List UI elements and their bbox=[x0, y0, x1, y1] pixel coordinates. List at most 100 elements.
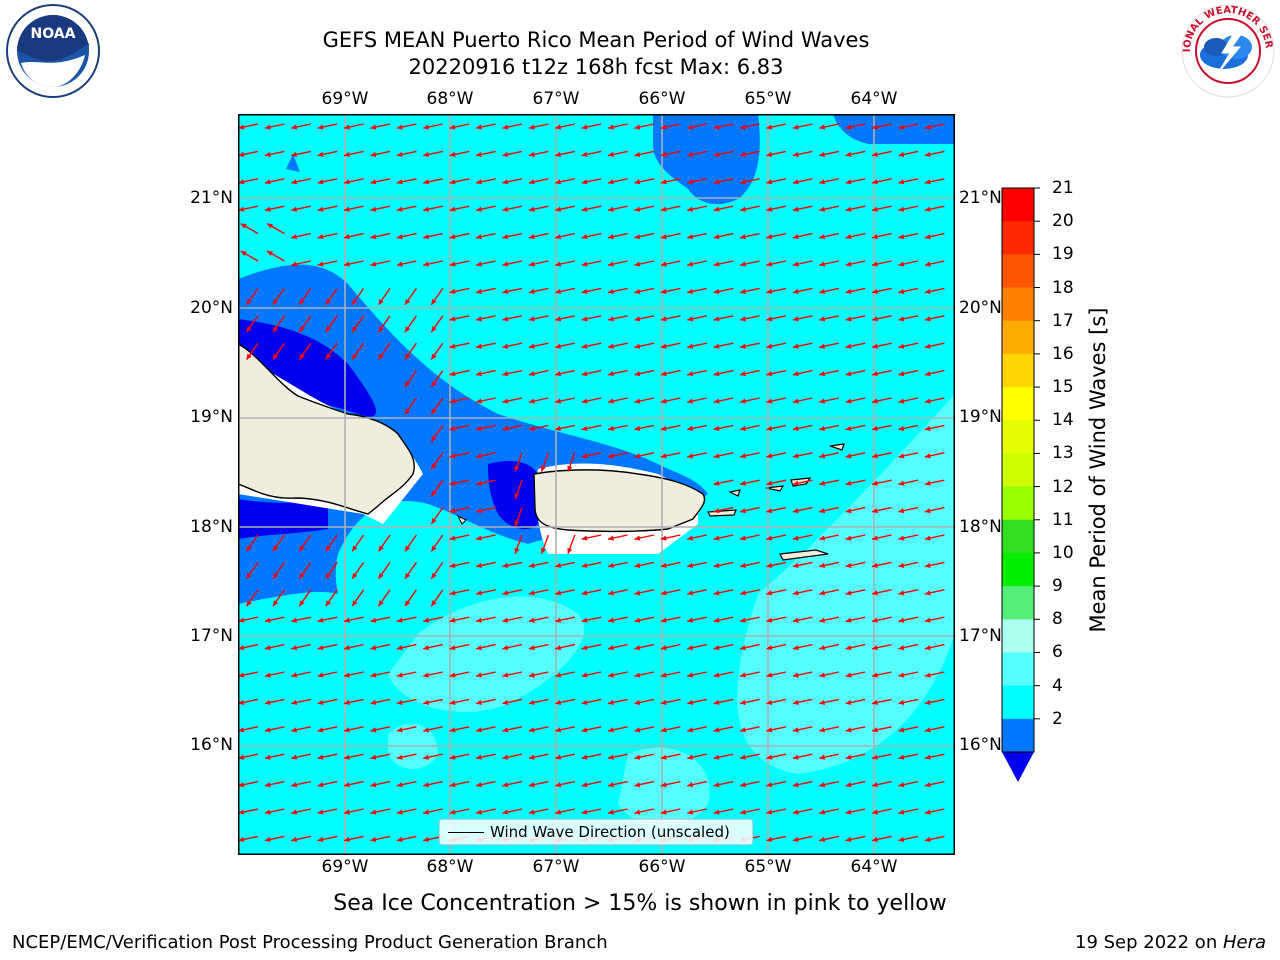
wind-arrow-head bbox=[581, 206, 588, 212]
wind-arrow-head bbox=[476, 508, 482, 514]
wind-arrow-head bbox=[872, 453, 878, 459]
wind-arrow-head bbox=[370, 261, 377, 267]
wind-arrow-head bbox=[687, 672, 694, 678]
wind-arrow-head bbox=[449, 754, 456, 760]
wind-arrow-head bbox=[898, 590, 905, 596]
colorbar-segment bbox=[1002, 254, 1034, 289]
wind-arrow-head bbox=[555, 754, 562, 760]
wind-arrow-head bbox=[299, 572, 305, 579]
wind-arrow-head bbox=[238, 782, 245, 788]
wind-arrow-head bbox=[766, 672, 773, 678]
wind-arrow-head bbox=[819, 206, 826, 212]
colorbar-label: 21 bbox=[1052, 178, 1074, 198]
wind-arrow-head bbox=[396, 645, 403, 651]
wind-arrow-head bbox=[370, 617, 377, 623]
lon-tick-top-67: 67°W bbox=[532, 89, 580, 109]
wind-arrow-head bbox=[528, 371, 535, 377]
colorbar-label: 4 bbox=[1052, 675, 1063, 696]
wind-arrow-head bbox=[872, 234, 878, 240]
wind-arrow-head bbox=[528, 727, 535, 733]
lat-tick-left-18: 18°N bbox=[190, 517, 233, 537]
wind-arrow-head bbox=[581, 590, 588, 596]
wind-arrow-head bbox=[476, 809, 482, 815]
wind-arrow-head bbox=[431, 545, 437, 552]
wind-arrow-head bbox=[449, 453, 456, 459]
wind-arrow-head bbox=[352, 572, 358, 579]
wind-arrow-head bbox=[792, 672, 799, 678]
light-cyan-patches bbox=[388, 394, 955, 827]
map-frame bbox=[238, 114, 955, 855]
wind-arrow-head bbox=[476, 590, 482, 596]
wind-arrow-head bbox=[528, 645, 535, 651]
colorbar-title: Mean Period of Wind Waves [s] bbox=[1086, 307, 1110, 633]
wind-arrow-head bbox=[528, 398, 535, 404]
wind-wave-arrows bbox=[238, 123, 945, 842]
wind-arrow-head bbox=[608, 453, 614, 459]
wind-arrow-head bbox=[792, 645, 799, 651]
wind-arrow-head bbox=[449, 425, 456, 431]
colorbar-label: 10 bbox=[1052, 542, 1074, 563]
lon-tick-bottom-65: 65°W bbox=[744, 857, 792, 877]
wind-arrow-head bbox=[608, 179, 614, 185]
wind-arrow-head bbox=[291, 727, 298, 733]
wind-arrow-head bbox=[317, 727, 324, 733]
wind-arrow-head bbox=[872, 617, 878, 623]
wind-arrow-head bbox=[740, 179, 746, 185]
wind-arrow-head bbox=[528, 151, 535, 157]
wind-arrow-head bbox=[740, 288, 746, 294]
wind-arrow-head bbox=[766, 480, 773, 486]
wind-arrow-head bbox=[317, 782, 324, 788]
wind-arrow-head bbox=[246, 298, 252, 305]
wind-arrow-head bbox=[872, 645, 878, 651]
wind-arrow-head bbox=[740, 699, 746, 705]
wind-arrow-head bbox=[449, 206, 456, 212]
map-legend: Wind Wave Direction (unscaled) bbox=[439, 819, 753, 845]
wind-arrow-head bbox=[740, 672, 746, 678]
wind-arrow-head bbox=[660, 535, 667, 541]
wind-arrow-head bbox=[819, 699, 826, 705]
wind-arrow-head bbox=[344, 699, 350, 705]
wind-arrow-head bbox=[317, 836, 324, 842]
wind-arrow-head bbox=[792, 288, 799, 294]
wind-arrow-head bbox=[344, 782, 350, 788]
wind-arrow-head bbox=[264, 754, 271, 760]
wind-arrow-head bbox=[713, 480, 720, 486]
wind-arrow-head bbox=[325, 572, 331, 579]
wind-arrow-head bbox=[819, 179, 826, 185]
wind-arrow-head bbox=[581, 316, 588, 322]
wind-arrow-head bbox=[713, 672, 720, 678]
wind-arrow-head bbox=[238, 206, 245, 212]
wind-arrow-head bbox=[449, 590, 456, 596]
wind-arrow-head bbox=[431, 326, 437, 333]
wind-arrow-head bbox=[740, 617, 746, 623]
wind-arrow-head bbox=[687, 699, 694, 705]
wind-arrow-head bbox=[845, 124, 852, 130]
wind-arrow-head bbox=[766, 508, 773, 514]
wind-arrow-head bbox=[819, 343, 826, 349]
wind-arrow-head bbox=[370, 234, 377, 240]
wind-arrow-head bbox=[766, 453, 773, 459]
wind-arrow-head bbox=[766, 151, 773, 157]
wind-arrow-head bbox=[819, 316, 826, 322]
colorbar-label: 11 bbox=[1052, 509, 1074, 530]
colorbar-label: 12 bbox=[1052, 476, 1074, 497]
wind-arrow-head bbox=[687, 754, 694, 760]
wind-arrow-head bbox=[898, 453, 905, 459]
wind-arrow-head bbox=[608, 288, 614, 294]
wind-arrow-head bbox=[819, 535, 826, 541]
colorbar-segment bbox=[1002, 486, 1034, 521]
wind-arrow-head bbox=[740, 809, 746, 815]
wind-arrow-head bbox=[528, 699, 535, 705]
wind-arrow-head bbox=[264, 699, 271, 705]
wind-arrow-head bbox=[502, 617, 509, 623]
wind-arrow-head bbox=[528, 179, 535, 185]
wind-arrow-head bbox=[819, 727, 826, 733]
wind-arrow-head bbox=[634, 562, 641, 568]
wind-arrow-head bbox=[713, 453, 720, 459]
wind-arrow-head bbox=[449, 261, 456, 267]
colorbar-segment bbox=[1002, 685, 1034, 720]
wind-arrow-head bbox=[291, 179, 298, 185]
wind-arrow-head bbox=[344, 206, 350, 212]
dark-blue-mona bbox=[488, 461, 538, 530]
wind-arrow-head bbox=[872, 151, 878, 157]
